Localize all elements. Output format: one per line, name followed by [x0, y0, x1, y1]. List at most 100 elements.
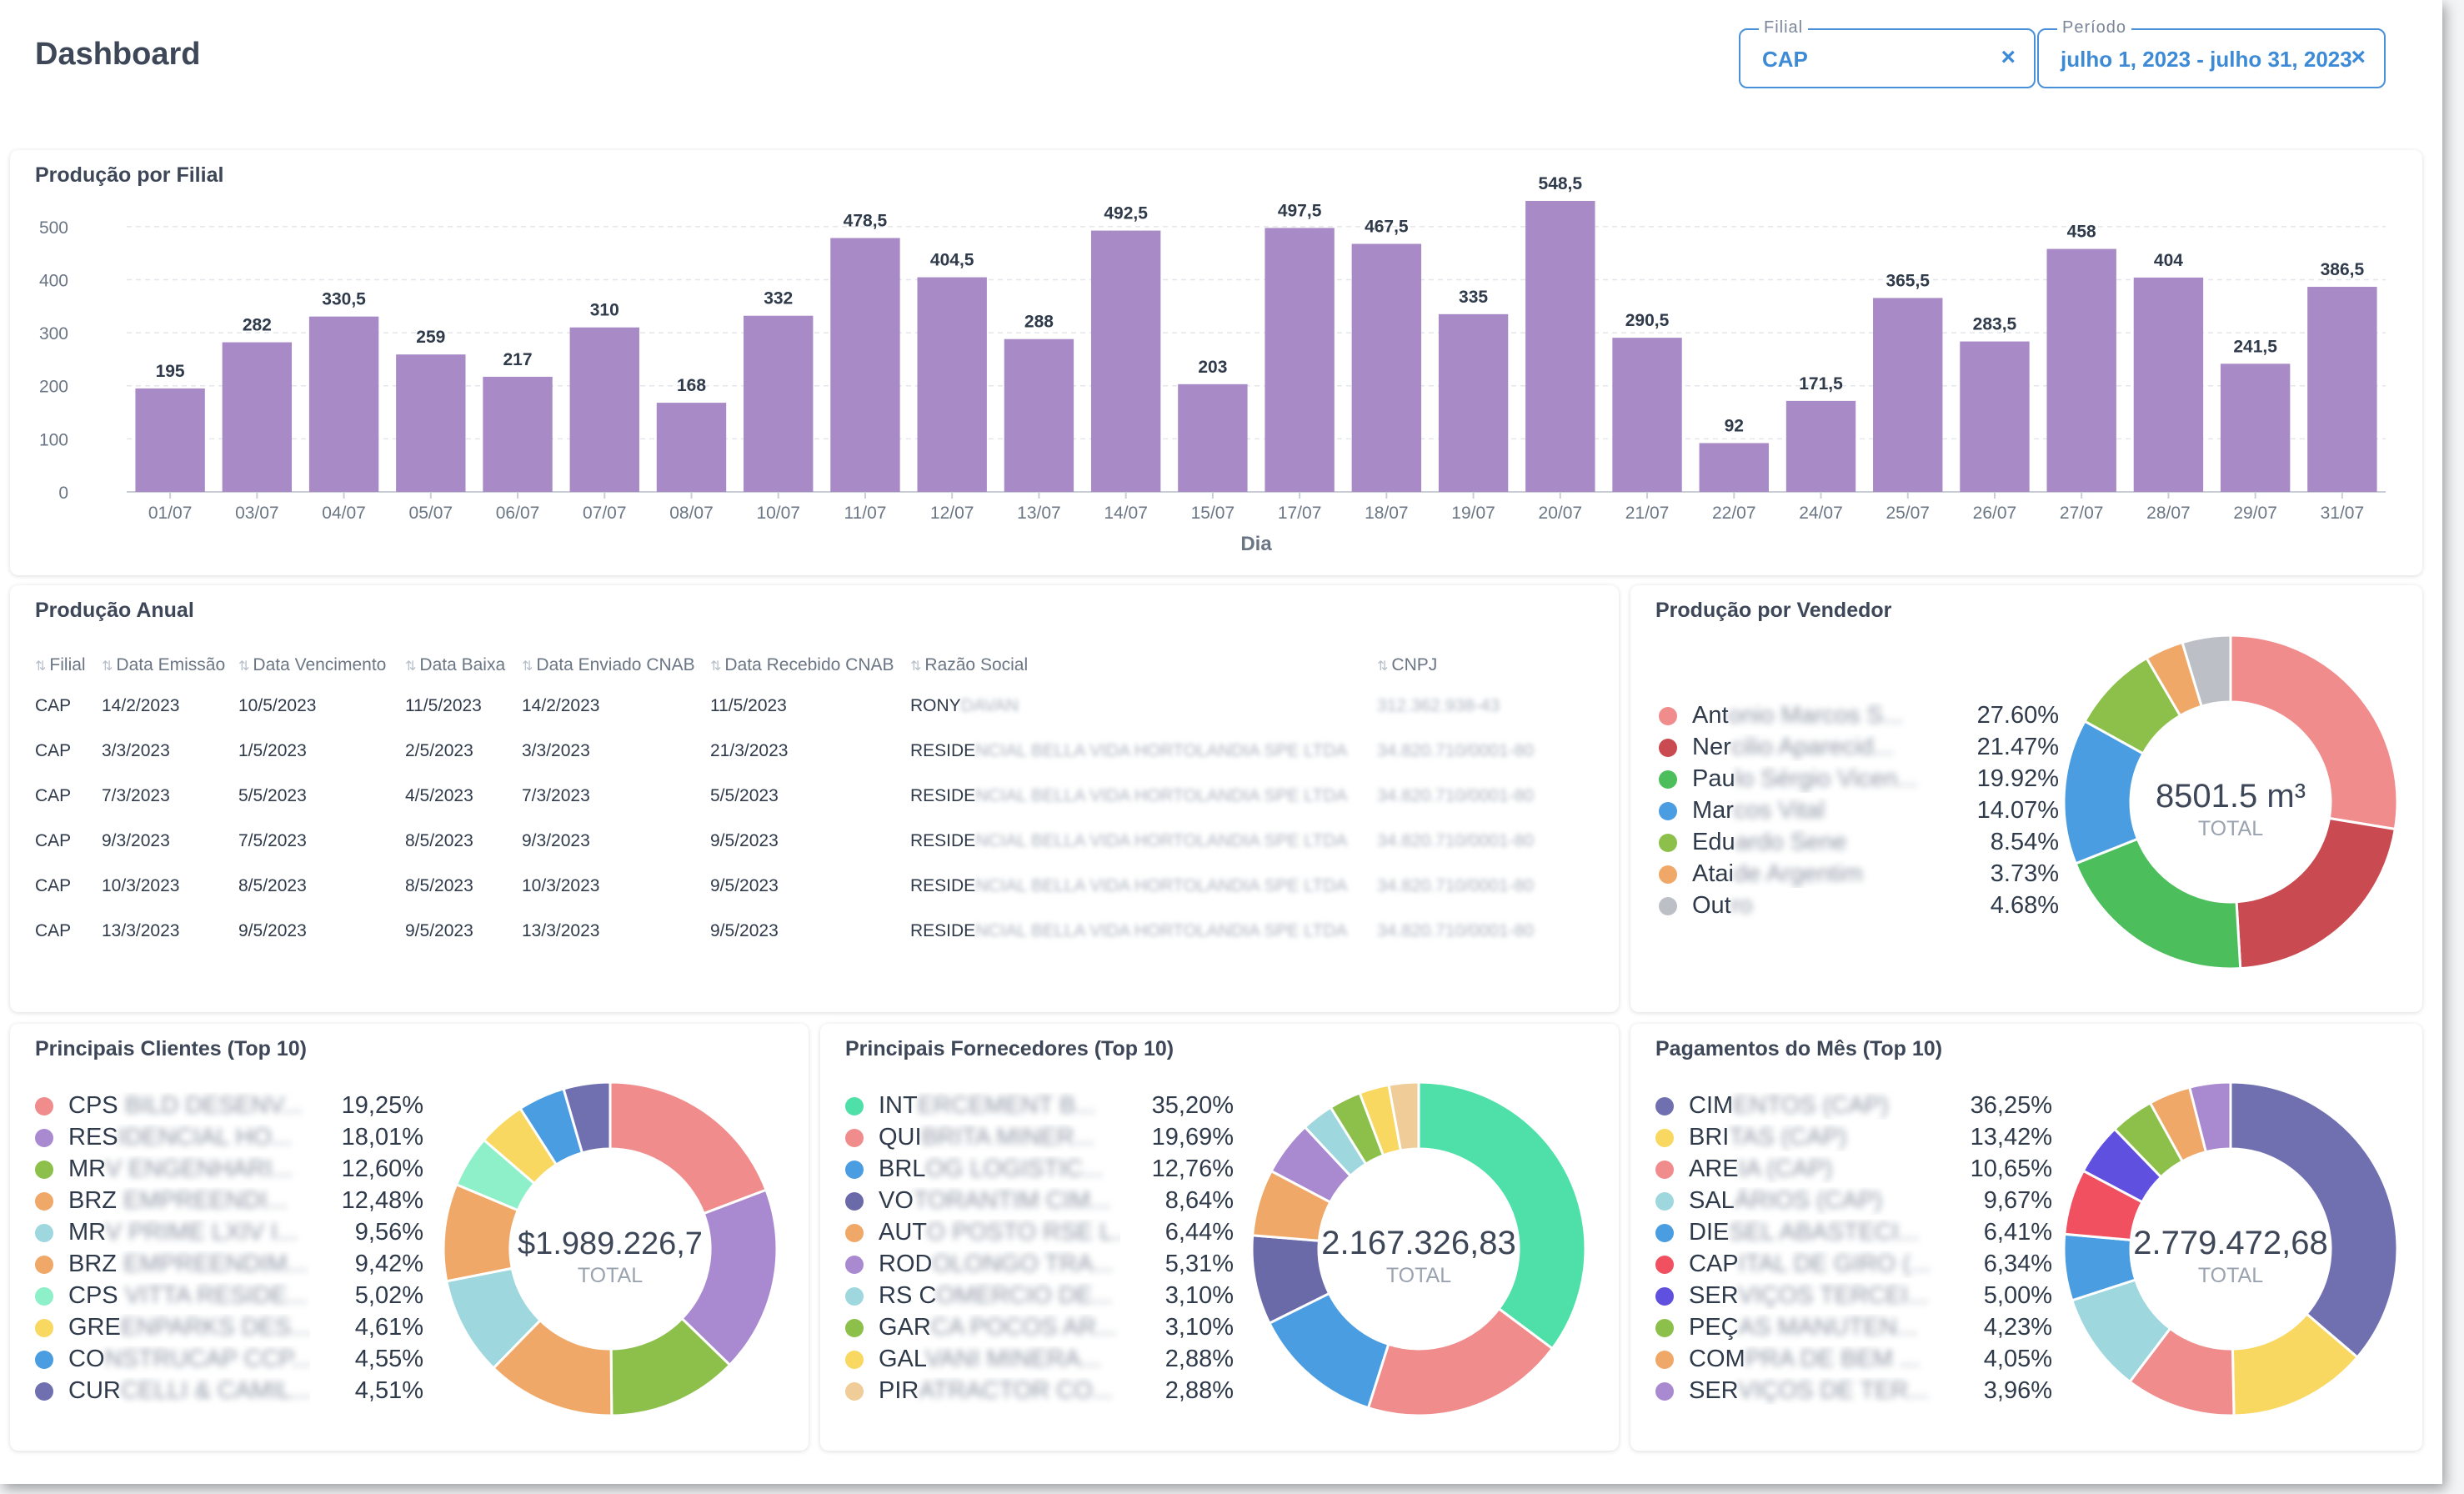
legend-item[interactable]: CPS BILD DESENV... 19,25%: [35, 1090, 423, 1122]
column-header[interactable]: ⇅ Data Baixa: [405, 647, 522, 684]
column-header[interactable]: ⇅ Razão Social: [910, 647, 1377, 684]
donut-slice[interactable]: [608, 1080, 769, 1216]
bar[interactable]: [135, 388, 205, 492]
bar[interactable]: [1438, 313, 1509, 492]
branch-filter-value[interactable]: CAP: [1762, 47, 1808, 72]
bar[interactable]: [222, 342, 293, 492]
column-header[interactable]: ⇅ Data Recebido CNAB: [710, 647, 910, 684]
sort-icon[interactable]: ⇅: [522, 659, 533, 674]
column-header[interactable]: ⇅ Data Vencimento: [238, 647, 405, 684]
bar[interactable]: [2046, 248, 2116, 492]
legend-item[interactable]: SALÁRIOS (CAP) 9,67%: [1655, 1186, 2052, 1217]
bar[interactable]: [2133, 277, 2204, 492]
sort-icon[interactable]: ⇅: [710, 659, 722, 674]
sort-icon[interactable]: ⇅: [910, 659, 922, 674]
legend-item[interactable]: VOTORANTIM CIM... 8,64%: [845, 1186, 1234, 1217]
donut-slice[interactable]: [1387, 1080, 1420, 1152]
legend-item[interactable]: GARCA POCOS AR... 3,10%: [845, 1312, 1234, 1344]
legend-item[interactable]: INTERCEMENT B... 35,20%: [845, 1090, 1234, 1122]
legend-item[interactable]: QUIBRITA MINER... 19,69%: [845, 1122, 1234, 1154]
table-row[interactable]: CAP 10/3/2023 8/5/2023 8/5/2023 10/3/2023 9/5…: [35, 864, 1585, 909]
legend-item[interactable]: BRZ EMPREENDI... 12,48%: [35, 1186, 423, 1217]
legend-item[interactable]: MRV ENGENHARI... 12,60%: [35, 1154, 423, 1186]
bar[interactable]: [483, 376, 553, 492]
bar[interactable]: [1351, 243, 1422, 493]
table-row[interactable]: CAP 13/3/2023 9/5/2023 9/5/2023 13/3/2023 9/5…: [35, 909, 1585, 954]
bar[interactable]: [1265, 228, 1335, 492]
legend-item[interactable]: Nercilio Aparecid... 21.47%: [1659, 732, 2059, 764]
bar[interactable]: [1525, 200, 1595, 493]
legend-item[interactable]: PIRATRACTOR CO... 2,88%: [845, 1376, 1234, 1407]
column-header[interactable]: ⇅ Filial: [35, 647, 102, 684]
bar[interactable]: [1004, 338, 1074, 492]
bar[interactable]: [1785, 400, 1856, 492]
bar[interactable]: [308, 316, 379, 492]
table-row[interactable]: CAP 3/3/2023 1/5/2023 2/5/2023 3/3/2023 21/3/…: [35, 729, 1585, 774]
legend-item[interactable]: Antonio Marcos S... 27.60%: [1659, 700, 2059, 732]
bar[interactable]: [830, 238, 900, 493]
legend-item[interactable]: AREIA (CAP) 10,65%: [1655, 1154, 2052, 1186]
legend-item[interactable]: RS COMERCIO DE... 3,10%: [845, 1281, 1234, 1312]
legend-item[interactable]: SERVIÇOS DE TER... 3,96%: [1655, 1376, 2052, 1407]
branch-filter-clear-icon[interactable]: ×: [2001, 43, 2016, 71]
bar[interactable]: [2220, 363, 2291, 492]
column-header[interactable]: ⇅ CNPJ: [1377, 647, 1585, 684]
legend-item[interactable]: BRITAS (CAP) 13,42%: [1655, 1122, 2052, 1154]
legend-item[interactable]: MRV PRIME LXIV I... 9,56%: [35, 1217, 423, 1249]
period-filter[interactable]: Período julho 1, 2023 - julho 31, 2023 ×: [2037, 18, 2386, 88]
donut-slice[interactable]: [2187, 1080, 2232, 1154]
legend-item[interactable]: Eduardo Sene 8.54%: [1659, 827, 2059, 859]
donut-slice[interactable]: [1417, 1080, 1587, 1351]
legend-item[interactable]: RODOLONGO TRA... 5,31%: [845, 1249, 1234, 1281]
bar[interactable]: [1612, 338, 1682, 492]
legend-item[interactable]: COMPRA DE BEM ... 4,05%: [1655, 1344, 2052, 1376]
period-filter-clear-icon[interactable]: ×: [2351, 43, 2366, 71]
branch-filter[interactable]: Filial CAP ×: [1739, 18, 2036, 88]
table-row[interactable]: CAP 14/2/2023 10/5/2023 11/5/2023 14/2/2023 1…: [35, 684, 1585, 729]
legend-item[interactable]: PEÇAS MANUTEN... 4,23%: [1655, 1312, 2052, 1344]
bar[interactable]: [917, 277, 987, 492]
donut-slice[interactable]: [2181, 634, 2232, 709]
table-row[interactable]: CAP 7/3/2023 5/5/2023 4/5/2023 7/3/2023 5/5/2…: [35, 774, 1585, 819]
donut-slice[interactable]: [680, 1188, 779, 1367]
donut-slice[interactable]: [562, 1080, 612, 1155]
donut-slice[interactable]: [2235, 816, 2397, 970]
bar[interactable]: [1873, 298, 1943, 492]
donut-slice[interactable]: [2229, 634, 2399, 831]
bar[interactable]: [744, 315, 814, 492]
legend-item[interactable]: Paulo Sérgio Vicen... 19.92%: [1659, 764, 2059, 795]
sort-icon[interactable]: ⇅: [35, 659, 47, 674]
legend-item[interactable]: Marcos Vital 14.07%: [1659, 795, 2059, 827]
legend-item[interactable]: BRZ EMPREENDIM... 9,42%: [35, 1249, 423, 1281]
sort-icon[interactable]: ⇅: [102, 659, 113, 674]
sort-icon[interactable]: ⇅: [1377, 659, 1389, 674]
legend-item[interactable]: CURCELLI & CAMIL... 4,51%: [35, 1376, 423, 1407]
bar[interactable]: [2307, 287, 2377, 492]
bar[interactable]: [1090, 230, 1161, 492]
donut-slice[interactable]: [2229, 1080, 2399, 1360]
period-filter-value[interactable]: julho 1, 2023 - julho 31, 2023: [2061, 47, 2352, 72]
bar[interactable]: [1699, 443, 1769, 492]
legend-item[interactable]: BRLOG LOGISTIC... 12,76%: [845, 1154, 1234, 1186]
legend-item[interactable]: Outro 4.68%: [1659, 890, 2059, 922]
bar[interactable]: [1178, 384, 1248, 492]
column-header[interactable]: ⇅ Data Emissão: [102, 647, 238, 684]
legend-item[interactable]: Ataide Argentim 3.73%: [1659, 859, 2059, 890]
donut-slice[interactable]: [2074, 837, 2242, 970]
legend-item[interactable]: CIMENTOS (CAP) 36,25%: [1655, 1090, 2052, 1122]
bar[interactable]: [1960, 341, 2030, 492]
legend-item[interactable]: SERVIÇOS TERCEI... 5,00%: [1655, 1281, 2052, 1312]
legend-item[interactable]: GALVANI MINERA... 2,88%: [845, 1344, 1234, 1376]
legend-item[interactable]: CPS VITTA RESIDE... 5,02%: [35, 1281, 423, 1312]
legend-item[interactable]: CONSTRUCAP CCP... 4,55%: [35, 1344, 423, 1376]
sort-icon[interactable]: ⇅: [405, 659, 417, 674]
legend-item[interactable]: AUTO POSTO RSE L... 6,44%: [845, 1217, 1234, 1249]
column-header[interactable]: ⇅ Data Enviado CNAB: [522, 647, 710, 684]
bar[interactable]: [569, 327, 639, 492]
sort-icon[interactable]: ⇅: [238, 659, 250, 674]
bar[interactable]: [656, 403, 727, 492]
bar[interactable]: [396, 354, 466, 492]
legend-item[interactable]: DIESEL ABASTECI... 6,41%: [1655, 1217, 2052, 1249]
table-row[interactable]: CAP 9/3/2023 7/5/2023 8/5/2023 9/3/2023 9/5/2…: [35, 819, 1585, 864]
legend-item[interactable]: GREENPARKS DES... 4,61%: [35, 1312, 423, 1344]
